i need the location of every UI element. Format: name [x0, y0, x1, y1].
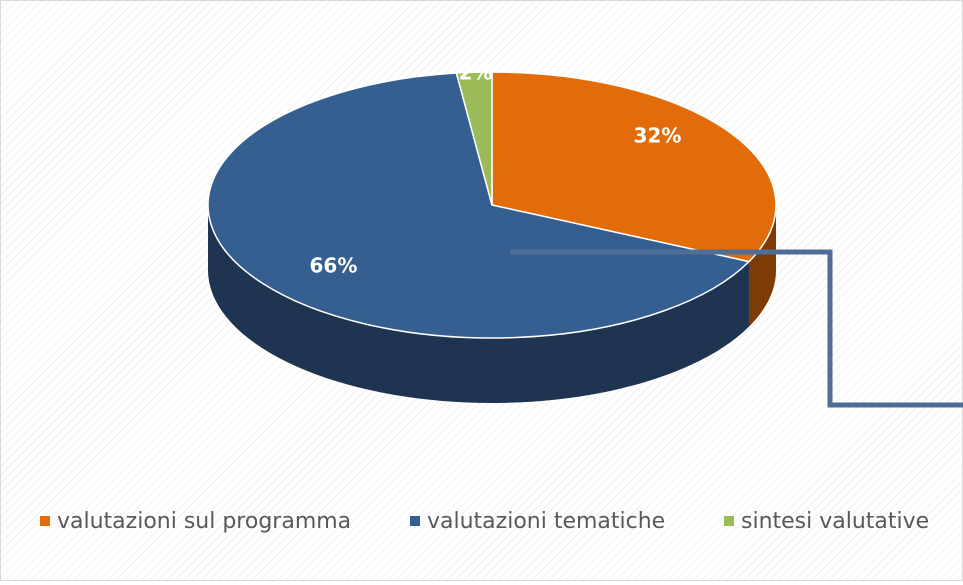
legend-label: valutazioni tematiche — [427, 509, 665, 534]
connector-line — [510, 249, 963, 408]
data-label: 32% — [634, 124, 682, 148]
legend-label: sintesi valutative — [741, 509, 929, 534]
slice — [455, 71, 493, 206]
pie: 32% 66% 2% — [207, 60, 777, 403]
slice — [491, 71, 777, 263]
data-label: 2% — [459, 60, 493, 84]
slice-side — [208, 205, 749, 403]
legend-label: valutazioni sul programma — [57, 509, 351, 534]
data-label: 66% — [310, 253, 358, 277]
legend-marker — [410, 516, 420, 526]
legend: valutazioni sul programma valutazioni tem… — [40, 509, 929, 534]
legend-marker — [40, 516, 50, 526]
legend-marker — [724, 516, 734, 526]
slice — [207, 72, 751, 339]
